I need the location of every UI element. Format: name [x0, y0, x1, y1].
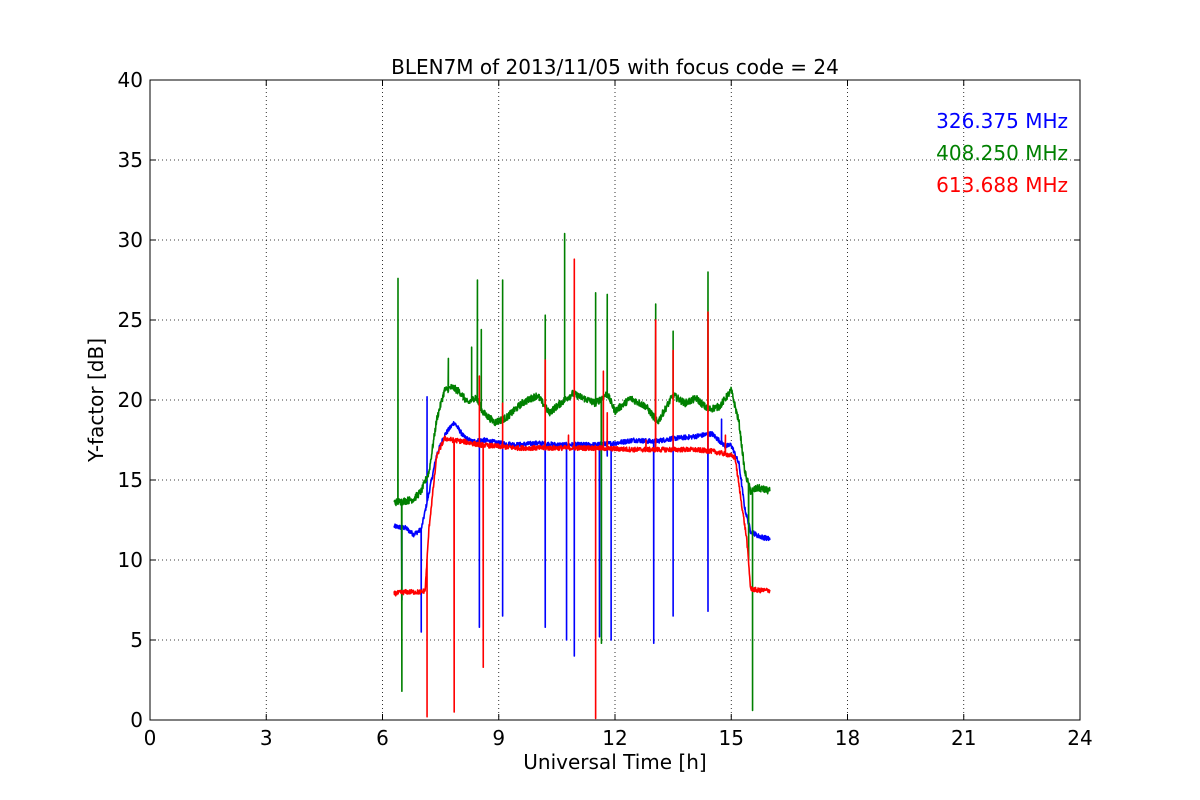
- x-tick-label: 24: [1067, 726, 1092, 750]
- x-tick-label: 3: [260, 726, 273, 750]
- series-2: [393, 232, 771, 712]
- y-tick-label: 5: [130, 628, 143, 652]
- x-tick-label: 21: [951, 726, 976, 750]
- y-tick-label: 40: [118, 68, 143, 92]
- y-tick-label: 30: [118, 228, 143, 252]
- series-1: [393, 396, 771, 657]
- x-tick-label: 15: [719, 726, 744, 750]
- y-axis-label: Y-factor [dB]: [84, 338, 108, 463]
- legend-entry: 326.375 MHz: [936, 109, 1068, 133]
- x-tick-label: 9: [492, 726, 505, 750]
- series-line: [393, 396, 771, 657]
- x-tick-label: 6: [376, 726, 389, 750]
- series-3: [393, 258, 771, 720]
- legend-entry: 613.688 MHz: [936, 173, 1068, 197]
- y-tick-label: 15: [118, 468, 143, 492]
- y-tick-label: 20: [118, 388, 143, 412]
- x-tick-labels: 0 3 6 9 12 15 18 21 24: [144, 726, 1093, 750]
- axis-ticks: [149, 79, 1081, 721]
- x-axis-label: Universal Time [h]: [523, 750, 706, 774]
- y-tick-label: 25: [118, 308, 143, 332]
- series-line: [393, 258, 771, 720]
- x-tick-label: 12: [602, 726, 627, 750]
- grid: [150, 80, 1080, 720]
- y-tick-label: 35: [118, 148, 143, 172]
- y-tick-label: 10: [118, 548, 143, 572]
- plot-series: [393, 232, 771, 720]
- x-tick-label: 0: [144, 726, 157, 750]
- x-tick-label: 18: [835, 726, 860, 750]
- legend: 326.375 MHz 408.250 MHz 613.688 MHz: [936, 109, 1068, 197]
- series-line: [393, 232, 771, 712]
- chart-title: BLEN7M of 2013/11/05 with focus code = 2…: [391, 55, 839, 79]
- legend-entry: 408.250 MHz: [936, 141, 1068, 165]
- y-tick-label: 0: [130, 708, 143, 732]
- y-tick-labels: 0 5 10 15 20 25 30 35 40: [118, 68, 143, 732]
